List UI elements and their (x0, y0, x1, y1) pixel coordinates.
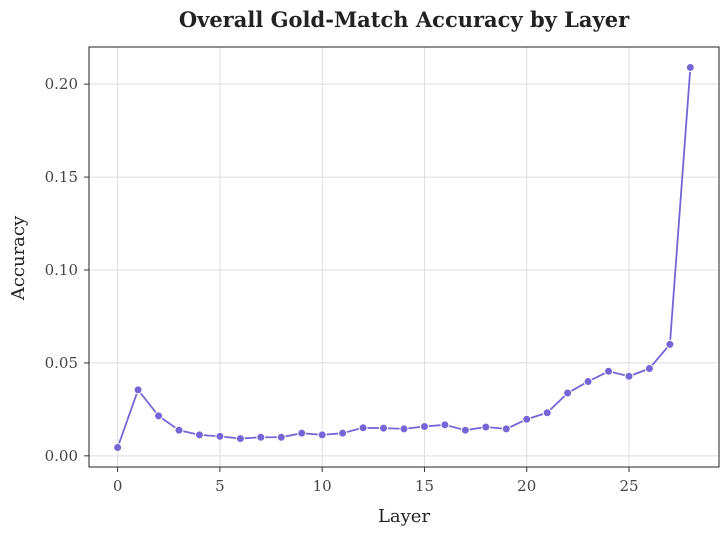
data-point (685, 62, 695, 72)
data-point (542, 408, 552, 418)
data-point (583, 377, 593, 387)
x-tick-label: 5 (215, 477, 225, 495)
y-tick-label: 0.00 (45, 447, 78, 465)
data-point (297, 428, 307, 438)
data-point (419, 421, 429, 431)
data-point (358, 423, 368, 433)
data-point (399, 424, 409, 434)
y-tick-label: 0.15 (45, 168, 78, 186)
x-tick-label: 20 (517, 477, 536, 495)
data-point (440, 420, 450, 430)
data-point (256, 432, 266, 442)
x-axis-label: Layer (378, 506, 431, 527)
data-point (563, 388, 573, 398)
data-point (133, 385, 143, 395)
data-point (174, 425, 184, 435)
data-point (276, 432, 286, 442)
x-tick-label: 15 (415, 477, 434, 495)
series-layer (113, 62, 695, 452)
data-point (644, 364, 654, 374)
data-point (194, 430, 204, 440)
data-point (624, 371, 634, 381)
data-point (113, 442, 123, 452)
gridlines (89, 47, 719, 467)
data-point (215, 431, 225, 441)
data-point (460, 425, 470, 435)
data-point (338, 428, 348, 438)
data-point (379, 423, 389, 433)
data-point (317, 430, 327, 440)
data-point (154, 411, 164, 421)
data-point (522, 414, 532, 424)
data-point (235, 434, 245, 444)
x-tick-label: 10 (313, 477, 332, 495)
axis-ticks: 0 5 10 15 20 25 0.00 0.05 0.10 0.15 0.20 (45, 75, 639, 495)
data-point (665, 339, 675, 349)
y-tick-label: 0.05 (45, 354, 78, 372)
plot-frame (88, 46, 720, 468)
data-point (604, 366, 614, 376)
chart-title: Overall Gold-Match Accuracy by Layer (179, 7, 630, 32)
y-tick-label: 0.20 (45, 75, 78, 93)
x-tick-label: 25 (619, 477, 638, 495)
data-point (501, 424, 511, 434)
data-point (481, 422, 491, 432)
x-tick-label: 0 (113, 477, 123, 495)
y-tick-label: 0.10 (45, 261, 78, 279)
series-line (116, 67, 692, 448)
y-axis-label: Accuracy (8, 215, 29, 301)
